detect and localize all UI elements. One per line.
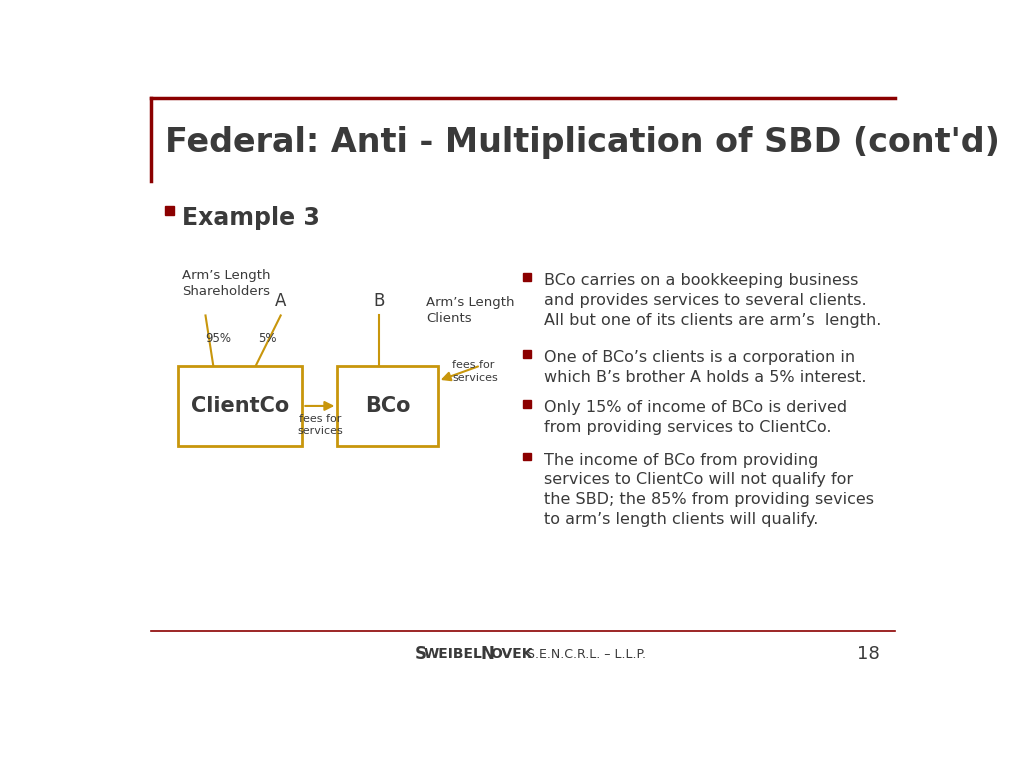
Text: Arm’s Length
Clients: Arm’s Length Clients xyxy=(426,296,515,325)
Text: A: A xyxy=(275,293,287,310)
Bar xyxy=(165,206,174,214)
Text: fees for
services: fees for services xyxy=(452,360,498,382)
Text: 5%: 5% xyxy=(258,332,276,345)
Bar xyxy=(337,366,438,446)
Text: N: N xyxy=(480,645,495,664)
Text: One of BCo’s clients is a corporation in
which B’s brother A holds a 5% interest: One of BCo’s clients is a corporation in… xyxy=(544,350,866,385)
Text: OVEK: OVEK xyxy=(489,647,532,661)
Text: 18: 18 xyxy=(857,645,880,664)
Text: Arm’s Length
Shareholders: Arm’s Length Shareholders xyxy=(182,270,270,298)
Text: fees for
services: fees for services xyxy=(297,414,343,436)
Text: B: B xyxy=(374,293,385,310)
Text: Only 15% of income of BCo is derived
from providing services to ClientCo.: Only 15% of income of BCo is derived fro… xyxy=(544,400,847,435)
Bar xyxy=(523,273,531,281)
Text: ClientCo: ClientCo xyxy=(191,396,290,416)
Text: S: S xyxy=(415,645,427,664)
Bar xyxy=(523,452,531,460)
Text: Federal: Anti - Multiplication of SBD (cont'd): Federal: Anti - Multiplication of SBD (c… xyxy=(165,126,1000,159)
Text: WEIBEL: WEIBEL xyxy=(423,647,482,661)
Text: S.E.N.C.R.L. – L.L.P.: S.E.N.C.R.L. – L.L.P. xyxy=(523,647,646,660)
Text: Example 3: Example 3 xyxy=(182,206,321,230)
Bar xyxy=(523,350,531,358)
Bar xyxy=(523,400,531,408)
Bar xyxy=(178,366,302,446)
Text: BCo carries on a bookkeeping business
and provides services to several clients.
: BCo carries on a bookkeeping business an… xyxy=(544,273,882,328)
Text: The income of BCo from providing
services to ClientCo will not qualify for
the S: The income of BCo from providing service… xyxy=(544,452,874,527)
Text: 95%: 95% xyxy=(206,332,231,345)
Text: BCo: BCo xyxy=(365,396,411,416)
